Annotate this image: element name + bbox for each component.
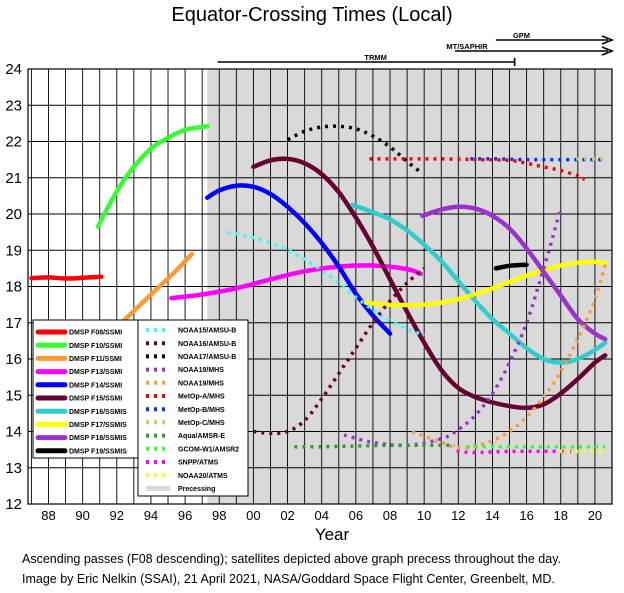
x-axis-label: Year — [315, 525, 350, 544]
legend-label-dmsp-f10-ssmi: DMSP F10/SSMI — [69, 343, 122, 350]
chart-title: Equator-Crossing Times (Local) — [171, 4, 453, 26]
x-tick-label: 20 — [588, 508, 602, 523]
y-tick-label: 14 — [5, 424, 22, 441]
legend-label-noaa15-amsu-b: NOAA15/AMSU-B — [178, 328, 236, 335]
caption-line-1: Ascending passes (F08 descending); satel… — [22, 552, 561, 566]
y-tick-label: 16 — [5, 351, 22, 368]
series-line-dmsp-f13-ssmi — [169, 263, 423, 301]
x-tick-label: 94 — [144, 508, 158, 523]
series-line-dmsp-f17-ssmis — [363, 259, 608, 308]
legend-label-metop-c-mhs: MetOp-C/MHS — [178, 420, 225, 427]
x-tick-label: 00 — [246, 508, 260, 523]
legend-label-noaa17-amsu-b: NOAA17/AMSU-B — [178, 354, 236, 361]
y-tick-label: 17 — [5, 315, 22, 332]
legend-label-precessing: Precessing — [178, 486, 215, 493]
series-line-dmsp-f08-ssmi — [29, 274, 104, 281]
y-tick-label: 19 — [5, 242, 22, 259]
mission-label-mt-saphir: MT/SAPHIR — [446, 42, 488, 51]
series-line-dmsp-f14-ssmi — [205, 183, 393, 336]
x-tick-label: 90 — [75, 508, 89, 523]
y-tick-label: 22 — [5, 134, 22, 151]
mission-label-trmm: TRMM — [364, 53, 387, 62]
series-line-dmsp-f15-ssmi — [251, 156, 608, 411]
plot-frame — [27, 68, 613, 505]
legend-label-dmsp-f08-ssmi: DMSP F08/SSMI — [69, 330, 122, 337]
legend-label-dmsp-f16-ssmis: DMSP F16/SSMIS — [69, 409, 127, 416]
series-line-metop-a-mhs — [369, 157, 586, 182]
series-line-dmsp-f19-ssmis — [493, 262, 529, 271]
x-tick-label: 12 — [451, 508, 465, 523]
y-tick-label: 13 — [5, 460, 22, 477]
series-line-noaa17-amsu-b — [286, 124, 422, 174]
series-line-metop-b-mhs — [470, 157, 606, 162]
mission-label-gpm: GPM — [513, 31, 530, 40]
y-tick-label: 20 — [5, 206, 22, 223]
legend-label-metop-a-mhs: MetOp-A/MHS — [178, 394, 225, 401]
mission-arrow-mt-saphir — [601, 46, 615, 56]
x-tick-label: 08 — [383, 508, 397, 523]
x-tick-label: 14 — [485, 508, 499, 523]
series-line-dmsp-f18-ssmis — [420, 204, 608, 342]
legend-label-snpp-atms: SNPP/ATMS — [178, 460, 219, 467]
y-tick-label: 21 — [5, 170, 22, 187]
mission-arrow-gpm — [601, 35, 615, 45]
legend-label-noaa20-atms: NOAA20/ATMS — [178, 473, 228, 480]
legend-label-noaa19-mhs: NOAA19/MHS — [178, 380, 224, 387]
series-line-dmsp-f10-ssmi — [95, 124, 210, 229]
x-tick-label: 92 — [110, 508, 124, 523]
y-tick-label: 15 — [5, 387, 22, 404]
legend-label-gcom-w1-amsr2: GCOM-W1/AMSR2 — [178, 446, 239, 453]
y-tick-label: 24 — [5, 61, 22, 78]
y-tick-label: 12 — [5, 496, 22, 513]
x-tick-label: 18 — [554, 508, 568, 523]
series-line-snpp-atms — [456, 449, 571, 455]
y-tick-label: 18 — [5, 279, 22, 296]
y-tick-label: 23 — [5, 97, 22, 114]
x-tick-label: 16 — [519, 508, 533, 523]
x-tick-label: 96 — [178, 508, 192, 523]
caption-line-2: Image by Eric Nelkin (SSAI), 21 April 20… — [22, 572, 555, 586]
x-tick-label: 10 — [417, 508, 431, 523]
legend-label-metop-b-mhs: MetOp-B/MHS — [178, 407, 225, 414]
series-line-aqua-amsr-e — [294, 443, 455, 449]
x-tick-label: 02 — [280, 508, 294, 523]
legend-label-dmsp-f13-ssmi: DMSP F13/SSMI — [69, 369, 122, 376]
legend-label-aqua-amsr-e: Aqua/AMSR-E — [178, 433, 225, 440]
legend-label-dmsp-f18-ssmis: DMSP F18/SSMIS — [69, 435, 127, 442]
legend-label-noaa16-amsu-b: NOAA16/AMSU-B — [178, 341, 236, 348]
series-line-dmsp-f16-ssmis — [350, 202, 608, 365]
series-line-noaa16-amsu-b — [253, 267, 426, 436]
legend-label-dmsp-f17-ssmis: DMSP F17/SSMIS — [69, 422, 127, 429]
x-tick-label: 88 — [41, 508, 55, 523]
legend-label-dmsp-f14-ssmi: DMSP F14/SSMI — [69, 382, 122, 389]
series-line-noaa15-amsu-b — [227, 230, 425, 338]
legend-label-dmsp-f11-ssmi: DMSP F11/SSMI — [69, 356, 122, 363]
legend-label-noaa18-mhs: NOAA18/MHS — [178, 367, 224, 374]
x-tick-label: 06 — [349, 508, 363, 523]
x-tick-label: 04 — [314, 508, 328, 523]
legend-label-dmsp-f19-ssmis: DMSP F19/SSMIS — [69, 448, 127, 455]
series-line-noaa19-mhs — [411, 264, 607, 450]
x-tick-label: 98 — [212, 508, 226, 523]
legend-label-dmsp-f15-ssmi: DMSP F15/SSMI — [69, 396, 122, 403]
